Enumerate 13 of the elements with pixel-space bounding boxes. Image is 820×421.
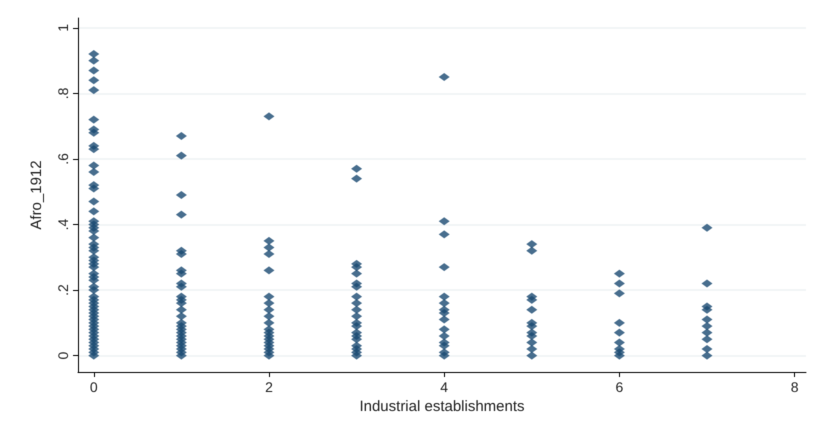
x-axis-title: Industrial establishments [359, 398, 525, 415]
x-tick-label: 6 [616, 379, 624, 395]
x-tick-label: 4 [440, 379, 448, 395]
y-tick-label: .6 [55, 152, 71, 165]
y-tick-label: 0 [55, 352, 71, 360]
x-tick-label: 2 [265, 379, 274, 395]
y-axis-title: Afro_1912 [28, 160, 45, 230]
x-tick-label: 0 [90, 379, 98, 395]
y-tick-label: 1 [55, 24, 71, 32]
x-tick-label: 8 [790, 379, 799, 395]
y-tick-label: .8 [55, 87, 71, 100]
y-tick-label: .4 [55, 218, 71, 230]
y-tick-label: .2 [55, 284, 71, 296]
